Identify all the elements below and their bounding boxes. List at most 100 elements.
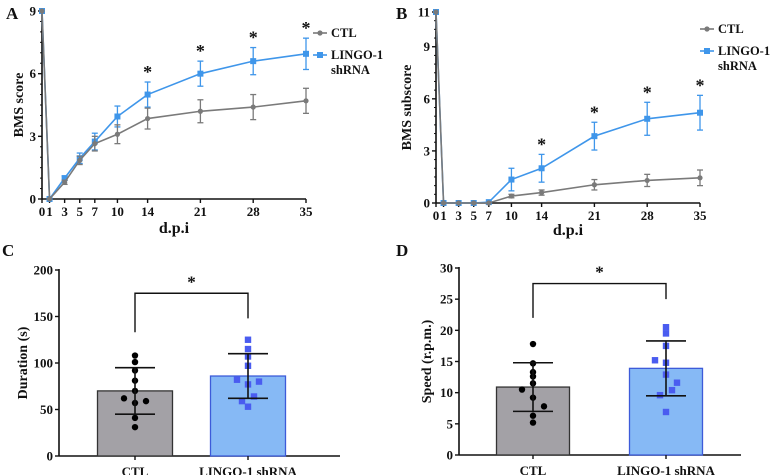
series-line [435,11,701,204]
data-point [62,179,68,185]
y-tick-label: 15 [440,354,454,369]
data-point [529,419,537,426]
data-point [39,8,45,14]
y-tick-label: 5 [447,416,454,431]
data-point [114,131,121,137]
significance-star: * [696,75,705,95]
legend-label: CTL [331,26,357,40]
x-tick-label: 3 [61,204,68,219]
legend-label: CTL [718,22,744,36]
y-tick-label: 100 [34,356,54,371]
data-point [539,189,545,196]
data-point [433,9,439,15]
data-point [255,378,263,385]
y-tick-label: 25 [440,292,454,307]
y-tick-label: 10 [440,385,453,400]
data-point [662,324,670,331]
data-point [486,200,492,206]
significance-star: * [643,82,652,102]
x-tick-label: 1 [440,208,447,223]
x-tick-label: 0 [433,208,440,223]
data-point [697,109,703,116]
significance-bracket [532,282,667,318]
legend-label: LINGO-1 [331,48,383,62]
data-point [651,357,659,364]
data-point [644,115,651,122]
data-point [303,98,309,104]
data-point [92,141,98,147]
y-tick-label: 0 [47,449,54,464]
legend-marker [704,26,710,32]
data-point [644,177,650,184]
x-tick-label: 10 [111,204,124,219]
x-axis-label: d.p.i [159,220,190,237]
x-tick-label: 10 [505,208,518,223]
data-point [131,423,139,431]
significance-star: * [590,102,599,122]
y-tick-label: 3 [424,143,431,158]
legend-marker [317,52,323,58]
data-point [131,352,139,359]
y-tick-label: 0 [447,448,454,463]
significance-star: * [187,272,196,291]
x-tick-label: CTL [122,464,149,475]
x-tick-label: 1 [46,204,53,219]
panel-label-A: A [6,4,19,23]
y-tick-label: 6 [30,66,37,81]
data-point [440,200,447,206]
panel-label-D: D [396,241,408,260]
y-tick-label: 0 [424,196,431,211]
data-point [697,175,703,181]
x-tick-label: 21 [588,208,601,223]
data-point [46,196,53,202]
data-point [250,393,258,400]
data-point [114,113,121,120]
panel-label-B: B [396,4,407,23]
data-point [303,50,309,57]
data-point [529,340,537,348]
x-tick-label: CTL [520,463,547,475]
legend-marker [704,48,710,54]
data-point [120,395,128,402]
x-tick-label: 5 [470,208,477,223]
data-point [197,108,203,114]
x-axis-label: d.p.i [553,222,584,239]
data-point [145,115,151,122]
x-tick-label: 14 [535,208,549,223]
significance-star: * [249,28,258,48]
data-point [233,376,241,383]
y-tick-label: 0 [30,192,37,207]
data-point [238,397,246,405]
y-axis-label: Duration (s) [16,326,31,399]
legend-label: shRNA [331,63,370,77]
data-point [673,379,681,386]
significance-star: * [595,263,604,282]
y-tick-label: 11 [418,5,430,20]
series-line [41,10,307,201]
significance-bracket [134,292,249,333]
y-tick-label: 50 [40,402,53,417]
data-point [591,182,598,188]
y-tick-label: 200 [34,263,54,278]
panel-label-C: C [2,241,14,260]
x-tick-label: 3 [455,208,462,223]
data-point [591,133,598,140]
y-axis-label: BMS subscore [400,65,415,151]
significance-star: * [302,18,311,38]
y-tick-label: 150 [34,309,54,324]
data-point [508,193,515,199]
data-point [668,386,676,394]
data-point [456,200,462,206]
data-point [61,175,68,182]
data-point [131,414,139,422]
x-tick-label: 21 [194,204,207,219]
data-point [244,345,252,353]
x-tick-label: 7 [486,208,493,223]
data-point [529,412,537,419]
legend-label: LINGO-1 [718,44,770,58]
data-point [131,358,139,366]
y-tick-label: 6 [424,91,431,106]
series-line [435,11,701,204]
data-point [77,157,83,163]
